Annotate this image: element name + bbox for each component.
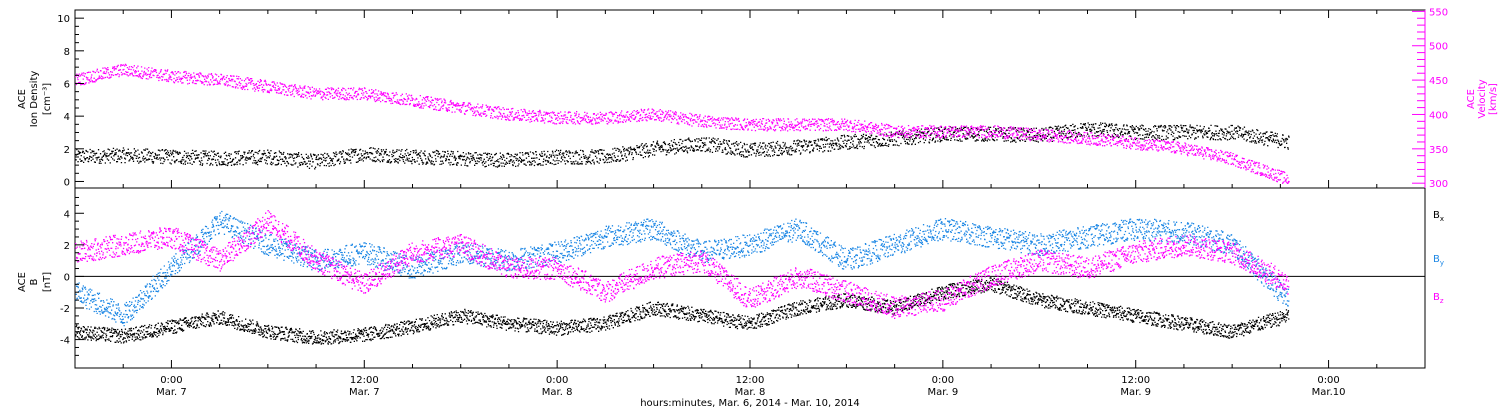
velocity-tick-label: 500 xyxy=(1429,42,1448,53)
velocity-tick-label: 550 xyxy=(1429,7,1448,18)
x-tick-label-date: Mar.10 xyxy=(1312,387,1346,398)
density-series xyxy=(75,122,1290,170)
x-tick-label-date: Mar. 8 xyxy=(735,387,766,398)
velocity-ylabel-line3: [km/s] xyxy=(1488,83,1499,115)
x-tick-label-date: Mar. 9 xyxy=(928,387,959,398)
field-ylabel-line2: B xyxy=(29,278,40,285)
x-tick-label-time: 0:00 xyxy=(546,375,568,386)
x-tick-label-date: Mar. 7 xyxy=(349,387,380,398)
field-tick-label: -4 xyxy=(60,336,70,347)
density-tick-label: 8 xyxy=(64,47,70,58)
x-tick-label-time: 12:00 xyxy=(1121,375,1150,386)
density-tick-label: 4 xyxy=(64,112,70,123)
field-tick-label: 2 xyxy=(64,241,70,252)
density-tick-label: 0 xyxy=(64,177,70,188)
x-axis-title: hours:minutes, Mar. 6, 2014 - Mar. 10, 2… xyxy=(640,398,860,409)
field-tick-label: 0 xyxy=(64,272,70,283)
series-layer xyxy=(75,63,1290,345)
velocity-tick-label: 350 xyxy=(1429,145,1448,156)
x-tick-label-time: 12:00 xyxy=(350,375,379,386)
density-ylabel-line3: [cm⁻³] xyxy=(42,83,53,115)
velocity-ylabel-line1: ACE xyxy=(1466,89,1477,109)
x-tick-label-date: Mar. 7 xyxy=(156,387,187,398)
velocity-ylabel-line2: Velocity xyxy=(1477,79,1488,118)
plasma-panel-frame xyxy=(74,9,1426,189)
velocity-tick-label: 300 xyxy=(1429,179,1448,190)
x-tick-label-date: Mar. 8 xyxy=(542,387,573,398)
density-tick-label: 10 xyxy=(57,14,70,25)
x-tick-label-date: Mar. 9 xyxy=(1120,387,1151,398)
legend-bz: Bz xyxy=(1433,292,1444,305)
field-ylabel-line1: ACE xyxy=(17,272,28,292)
density-ylabel-line2: Ion Density xyxy=(29,71,40,128)
x-tick-label-time: 0:00 xyxy=(160,375,182,386)
x-tick-label-time: 0:00 xyxy=(932,375,954,386)
bx-series xyxy=(75,277,1290,345)
field-tick-label: -2 xyxy=(60,304,70,315)
velocity-tick-label: 450 xyxy=(1429,76,1448,87)
velocity-series xyxy=(75,63,1290,185)
x-tick-label-time: 0:00 xyxy=(1317,375,1339,386)
bz-series xyxy=(75,210,1290,319)
legend-by: By xyxy=(1433,254,1444,267)
velocity-tick-label: 400 xyxy=(1429,110,1448,121)
x-tick-label-time: 12:00 xyxy=(736,375,765,386)
density-ylabel-line1: ACE xyxy=(17,89,28,109)
field-ylabel-line3: [nT] xyxy=(42,272,53,292)
legend-bx: Bx xyxy=(1433,210,1444,223)
density-tick-label: 2 xyxy=(64,145,70,156)
density-tick-label: 6 xyxy=(64,79,70,90)
field-panel-frame xyxy=(74,187,1426,369)
field-tick-label: 4 xyxy=(64,209,70,220)
